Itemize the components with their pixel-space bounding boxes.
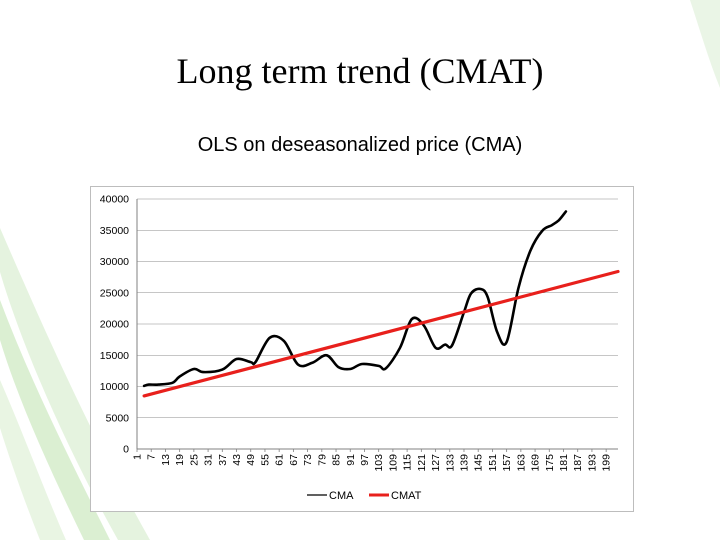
x-tick-label: 103 (373, 454, 385, 472)
x-tick-label: 139 (458, 454, 470, 472)
x-tick-label: 55 (259, 454, 271, 466)
x-tick-label: 199 (601, 454, 613, 472)
x-tick-label: 1 (132, 454, 144, 460)
chart-area: 0 5000 10000 15000 20000 25000 30000 35000 40000… (90, 186, 634, 512)
series-line-cma (142, 210, 568, 388)
y-tick-label: 25000 (100, 287, 129, 299)
x-tick-label: 163 (515, 454, 527, 472)
y-tick-label: 40000 (100, 194, 129, 206)
y-tick-label: 30000 (100, 256, 129, 268)
x-tick-label: 73 (302, 454, 314, 466)
x-tick-label: 127 (430, 454, 442, 472)
x-tick-label: 79 (316, 454, 328, 466)
x-tick-label: 13 (160, 454, 172, 466)
x-tick-label: 169 (530, 454, 542, 472)
x-tick-label: 31 (203, 454, 215, 466)
x-tick-label: 109 (387, 454, 399, 472)
x-tick-label: 115 (402, 454, 414, 471)
x-tick-label: 19 (174, 454, 186, 466)
x-tick-label: 43 (231, 454, 243, 466)
x-tick-label: 7 (146, 454, 158, 460)
chart-svg: 0 5000 10000 15000 20000 25000 30000 35000 40000… (100, 194, 620, 502)
x-tick-label: 151 (487, 454, 499, 472)
x-tick-label: 121 (416, 454, 428, 472)
y-tick-label: 15000 (100, 350, 129, 362)
x-tick-label: 97 (359, 454, 371, 466)
chart-title: OLS on deseasonalized price (CMA) (197, 134, 523, 156)
x-tick-label: 187 (572, 454, 584, 472)
x-tick-label: 193 (586, 454, 598, 472)
x-tick-label: 133 (444, 454, 456, 472)
x-tick-label: 25 (188, 454, 200, 466)
y-tick-label: 20000 (100, 319, 129, 331)
x-tick-label: 85 (331, 454, 343, 466)
x-tick-label: 37 (217, 454, 229, 466)
y-tick-label: 5000 (106, 412, 130, 424)
legend-label: CMAT (391, 490, 422, 502)
y-tick-label: 0 (123, 444, 129, 456)
x-tick-label: 91 (345, 454, 357, 466)
y-tick-label: 10000 (100, 381, 129, 393)
legend-label: CMA (329, 490, 354, 502)
x-tick-label: 61 (274, 454, 286, 466)
y-tick-label: 35000 (100, 225, 129, 237)
x-tick-label: 67 (288, 454, 300, 466)
x-tick-label: 49 (245, 454, 257, 466)
x-tick-label: 157 (501, 454, 513, 472)
slide-title: Long term trend (CMAT) (176, 51, 544, 91)
series-line-cmat (142, 269, 620, 398)
x-tick-label: 175 (544, 454, 556, 472)
x-tick-label: 145 (473, 454, 485, 472)
x-tick-label: 181 (558, 454, 570, 472)
